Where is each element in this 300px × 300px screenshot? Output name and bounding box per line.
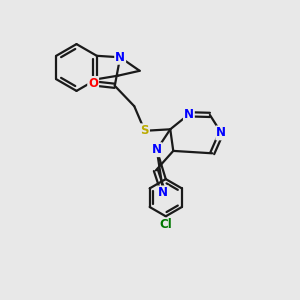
Text: S: S (140, 124, 149, 137)
Text: O: O (88, 77, 98, 90)
Text: N: N (184, 108, 194, 121)
Text: N: N (216, 126, 226, 140)
Text: Cl: Cl (159, 218, 172, 231)
Text: N: N (115, 51, 125, 64)
Text: N: N (152, 143, 162, 156)
Text: N: N (158, 186, 168, 200)
